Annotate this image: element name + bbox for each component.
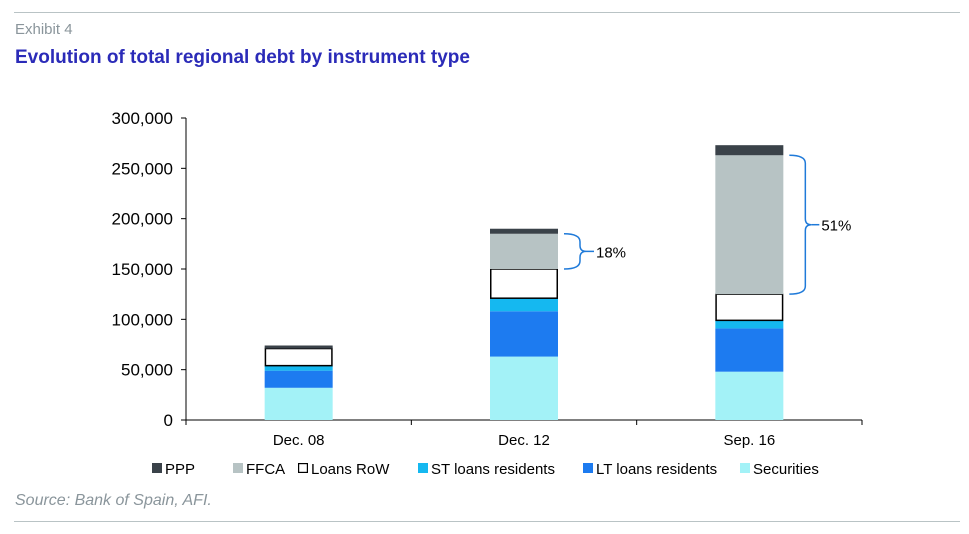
bar-segment-st-loans-residents <box>490 298 558 312</box>
annotation-bracket <box>563 233 587 270</box>
legend-label: LT loans residents <box>596 461 717 478</box>
bar-segment-ppp <box>264 345 333 349</box>
legend-label: ST loans residents <box>431 461 555 478</box>
legend-swatch-loans-row <box>298 463 309 474</box>
legend-label: FFCA <box>246 461 285 478</box>
bar-segment-loans-row <box>490 268 558 299</box>
bar-segment-ppp <box>490 228 558 234</box>
y-tick-label: 200,000 <box>112 210 173 229</box>
bar-segment-lt-loans-residents <box>490 311 558 357</box>
y-tick-label: 300,000 <box>112 109 173 128</box>
bar-segment-securities <box>264 387 333 420</box>
annotation-bracket <box>789 154 812 295</box>
legend-swatch-securities <box>740 463 750 473</box>
x-tick-label: Dec. 08 <box>273 432 325 449</box>
bar-segment-securities <box>715 371 784 420</box>
bar-segment-lt-loans-residents <box>715 328 784 372</box>
legend-swatch-lt-loans-residents <box>583 463 593 473</box>
source-note: Source: Bank of Spain, AFI. <box>15 492 212 509</box>
bar-segment-loans-row <box>264 347 333 367</box>
y-tick-label: 250,000 <box>112 159 173 178</box>
x-tick-label: Dec. 12 <box>498 432 550 449</box>
chart-title: Evolution of total regional debt by inst… <box>15 47 470 68</box>
y-tick-label: 0 <box>164 411 173 430</box>
top-rule <box>14 12 960 13</box>
bar-segment-st-loans-residents <box>264 365 333 371</box>
bar-segment-ffca <box>715 155 784 295</box>
legend-swatch-ffca <box>233 463 243 473</box>
bar-segment-ffca <box>490 233 558 269</box>
y-tick-label: 50,000 <box>121 361 173 380</box>
x-tick-label: Sep. 16 <box>723 432 775 449</box>
annotation-label: 51% <box>821 218 851 235</box>
bottom-rule <box>14 521 960 522</box>
exhibit-label: Exhibit 4 <box>15 21 73 38</box>
legend-swatch-ppp <box>152 463 162 473</box>
y-tick-label: 100,000 <box>112 310 173 329</box>
bar-segment-securities <box>490 356 558 420</box>
bar-segment-loans-row <box>715 293 784 322</box>
annotation-label: 18% <box>596 244 626 261</box>
legend-label: Loans RoW <box>311 461 390 478</box>
y-tick-label: 150,000 <box>112 260 173 279</box>
legend-label: Securities <box>753 461 819 478</box>
bar-segment-lt-loans-residents <box>264 370 333 388</box>
bar-segment-st-loans-residents <box>715 320 784 329</box>
legend-label: PPP <box>165 461 195 478</box>
legend-swatch-st-loans-residents <box>418 463 428 473</box>
bar-segment-ppp <box>715 145 784 156</box>
